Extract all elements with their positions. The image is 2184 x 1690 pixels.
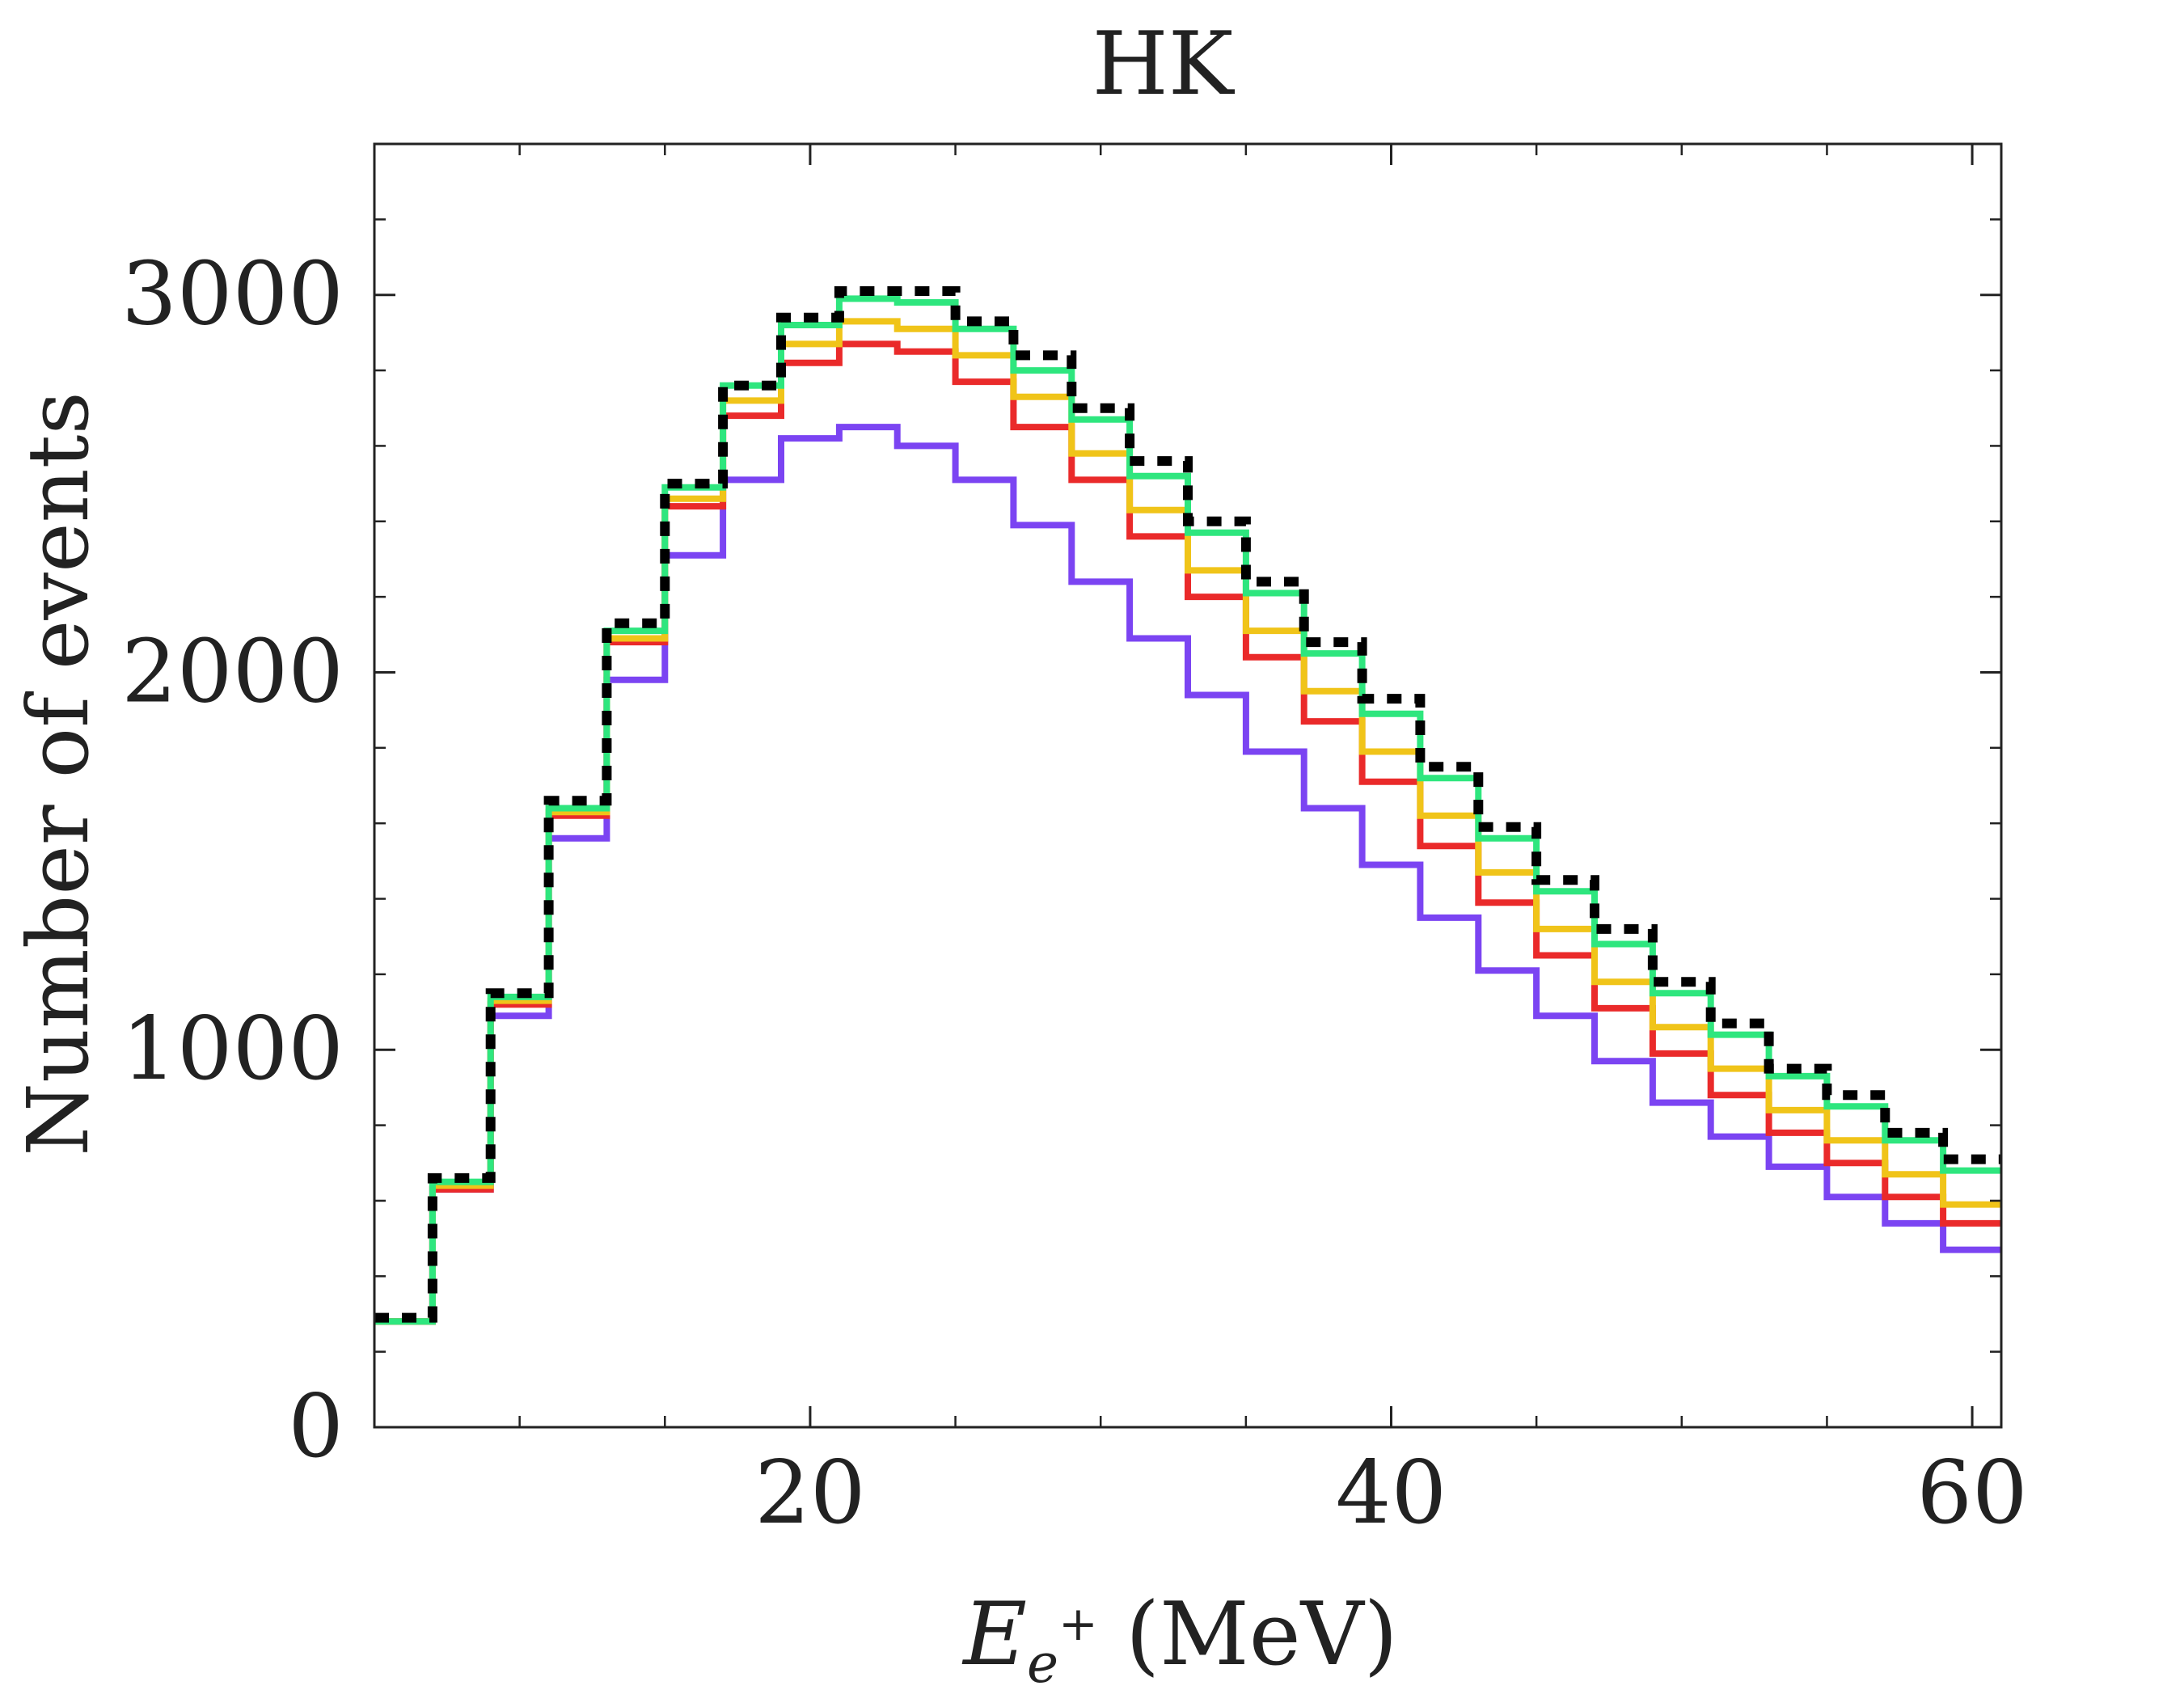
series-line-black-dotted (374, 286, 2001, 1323)
y-tick-label: 3000 (121, 244, 344, 345)
y-tick-label: 0 (288, 1376, 344, 1477)
series-line-purple (374, 424, 2001, 1325)
series-layer (374, 286, 2001, 1325)
x-axis-label-unit: (MeV) (1098, 1584, 1398, 1685)
y-axis-label: Number of events (9, 391, 108, 1156)
y-tick-label: 2000 (121, 621, 344, 722)
y-tick-label: 1000 (121, 999, 344, 1100)
x-tick-label: 20 (754, 1443, 865, 1544)
x-axis-label-superscript: + (1058, 1596, 1098, 1651)
x-tick-label: 40 (1336, 1443, 1447, 1544)
x-tick-label: 60 (1916, 1443, 2027, 1544)
x-axis-label-subscript: e (1027, 1633, 1058, 1690)
chart-title: HK (1092, 14, 1236, 115)
series-line-green (374, 295, 2001, 1325)
plot-frame (373, 142, 2003, 1429)
axes-layer (373, 142, 2001, 1429)
tick-label-layer: 20 40 60 0 1000 2000 3000 (121, 244, 2028, 1544)
x-axis-label-symbol: E (961, 1584, 1027, 1685)
x-axis-label: Ee+ (MeV) (961, 1584, 1398, 1690)
